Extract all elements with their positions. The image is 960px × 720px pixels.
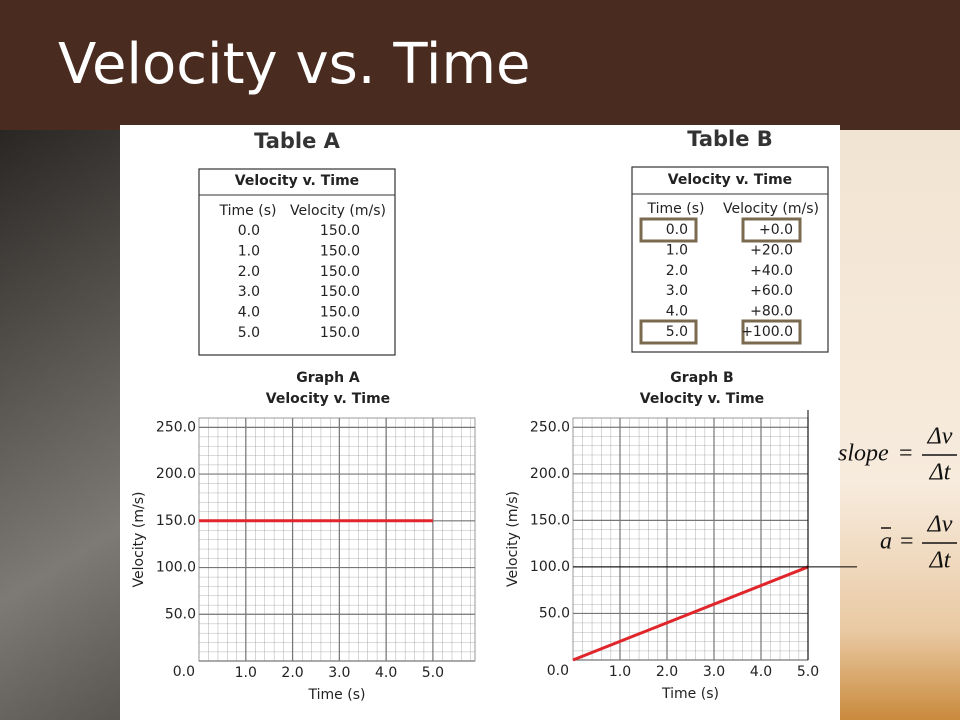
- formula-denominator: Δt: [929, 548, 952, 574]
- x-tick-label: 5.0: [422, 665, 444, 681]
- table-caption: Velocity v. Time: [668, 172, 792, 188]
- y-tick-label: 50.0: [539, 605, 570, 621]
- chart-title: Graph A: [296, 370, 360, 386]
- y-tick-label: 250.0: [156, 419, 196, 435]
- x-tick-label: 2.0: [281, 665, 303, 681]
- table-cell: 2.0: [666, 263, 688, 279]
- x-tick-label: 2.0: [656, 664, 678, 680]
- table-cell: 150.0: [320, 305, 360, 321]
- column-header: Time (s): [647, 201, 705, 217]
- table-cell: +20.0: [750, 242, 793, 258]
- table-cell: 3.0: [666, 283, 688, 299]
- y-tick-label: 0.0: [173, 664, 195, 680]
- formula-equals: =: [900, 529, 914, 555]
- table-box: [631, 166, 829, 353]
- table-cell: 1.0: [238, 243, 260, 259]
- table-box: [198, 168, 396, 356]
- column-header: Velocity (m/s): [723, 201, 819, 217]
- y-tick-label: 150.0: [530, 512, 570, 528]
- y-tick-label: 50.0: [165, 606, 196, 622]
- table-title: Table A: [254, 129, 341, 153]
- table-cell: +60.0: [750, 283, 793, 299]
- highlight-box: [639, 319, 698, 345]
- grid-background: [198, 417, 476, 662]
- data-line: [572, 565, 809, 662]
- x-tick-label: 5.0: [797, 664, 819, 680]
- grid-background: [572, 417, 809, 661]
- x-tick-label: 3.0: [328, 665, 350, 681]
- table-cell: +0.0: [759, 222, 793, 238]
- highlight-box: [741, 217, 802, 243]
- column-header: Time (s): [219, 203, 277, 219]
- x-tick-label: 4.0: [375, 665, 397, 681]
- table-cell: +80.0: [750, 304, 793, 320]
- y-tick-label: 100.0: [156, 560, 196, 576]
- y-tick-label: 150.0: [156, 513, 196, 529]
- chart-subtitle: Velocity v. Time: [266, 391, 390, 407]
- formula-lhs: slope: [838, 441, 889, 467]
- table-cell: 4.0: [238, 305, 260, 321]
- table-cell: 150.0: [320, 325, 360, 341]
- formula-numerator: Δv: [927, 424, 953, 450]
- formula-numerator: Δv: [927, 512, 953, 538]
- table-cell: +40.0: [750, 263, 793, 279]
- formula-equals: =: [899, 441, 913, 467]
- table-caption: Velocity v. Time: [235, 173, 359, 189]
- formula-denominator: Δt: [929, 460, 952, 486]
- chart-subtitle: Velocity v. Time: [640, 391, 764, 407]
- y-tick-label: 100.0: [530, 559, 570, 575]
- table-title: Table B: [687, 127, 773, 151]
- table-cell: 1.0: [666, 242, 688, 258]
- x-axis-label: Time (s): [308, 687, 366, 703]
- table-cell: 150.0: [320, 243, 360, 259]
- chart-title: Graph B: [670, 370, 733, 386]
- table-cell: 150.0: [320, 264, 360, 280]
- table-cell: 4.0: [666, 304, 688, 320]
- y-tick-label: 200.0: [530, 466, 570, 482]
- y-tick-label: 0.0: [547, 663, 569, 679]
- x-tick-label: 3.0: [703, 664, 725, 680]
- slide-title: Velocity vs. Time: [58, 32, 530, 97]
- table-cell: 0.0: [238, 223, 260, 239]
- header-bar: [0, 0, 960, 130]
- table-cell: 5.0: [238, 325, 260, 341]
- table-cell: 150.0: [320, 223, 360, 239]
- highlight-box: [639, 217, 698, 243]
- table-cell: 5.0: [666, 324, 688, 340]
- y-axis-label: Velocity (m/s): [131, 492, 147, 588]
- column-header: Velocity (m/s): [290, 203, 386, 219]
- background-right: [840, 130, 960, 720]
- y-tick-label: 200.0: [156, 466, 196, 482]
- y-tick-label: 250.0: [530, 419, 570, 435]
- y-axis-label: Velocity (m/s): [505, 491, 521, 587]
- table-cell: 2.0: [238, 264, 260, 280]
- table-cell: 150.0: [320, 284, 360, 300]
- x-tick-label: 1.0: [609, 664, 631, 680]
- x-tick-label: 4.0: [750, 664, 772, 680]
- table-cell: 3.0: [238, 284, 260, 300]
- table-cell: +100.0: [741, 324, 793, 340]
- x-tick-label: 1.0: [235, 665, 257, 681]
- formula-lhs: a: [880, 529, 892, 555]
- table-cell: 0.0: [666, 222, 688, 238]
- highlight-box: [741, 319, 802, 345]
- x-axis-label: Time (s): [661, 686, 719, 702]
